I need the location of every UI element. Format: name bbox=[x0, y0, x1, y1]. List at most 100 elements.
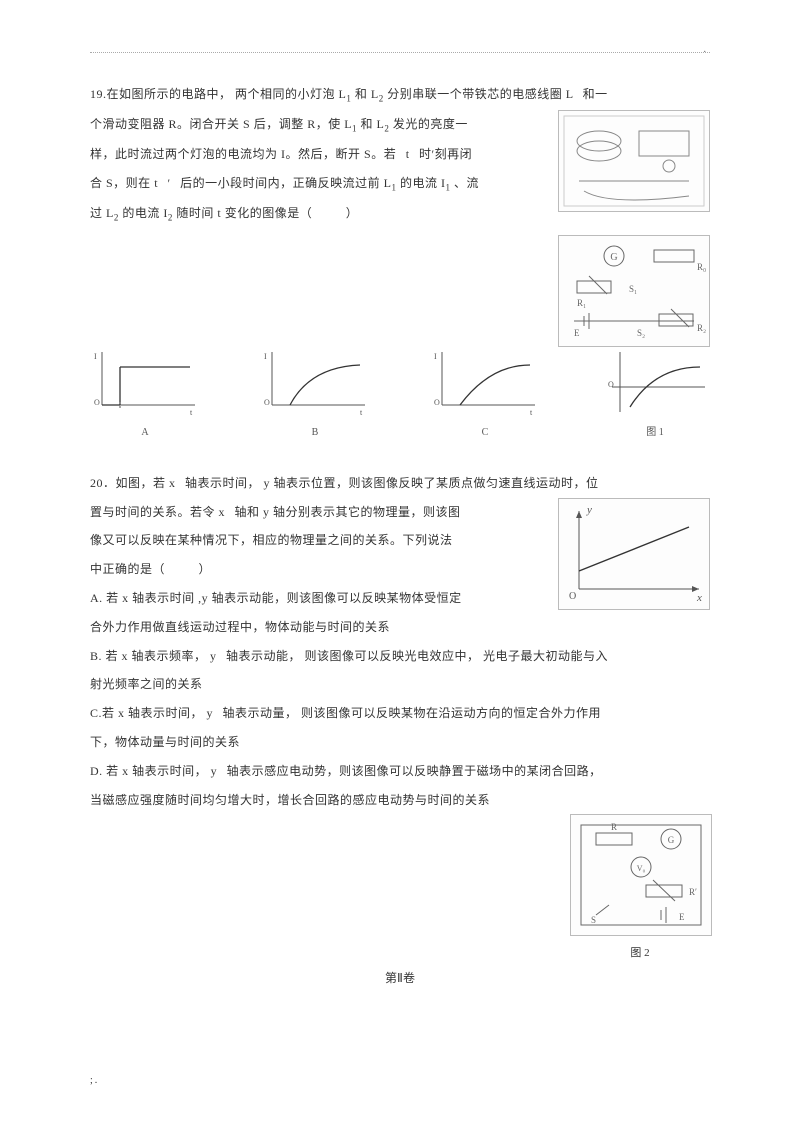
t: 和 L bbox=[355, 87, 379, 101]
t: y 轴表示动能， bbox=[210, 649, 301, 663]
svg-text:I: I bbox=[434, 352, 437, 361]
t: 光电子最大初动能与入 bbox=[483, 649, 608, 663]
t: 20．如图，若 bbox=[90, 476, 166, 490]
graph-b: I O t B bbox=[260, 347, 370, 445]
svg-text:S₁: S₁ bbox=[629, 284, 637, 294]
graph-d: O 图 1 bbox=[600, 347, 710, 445]
q20-line1: 20．如图，若 x 轴表示时间， y 轴表示位置，则该图像反映了某质点做匀速直线… bbox=[90, 469, 710, 498]
t: I。然后，断开 bbox=[281, 147, 361, 161]
sub: 2 bbox=[384, 123, 389, 133]
q20-C2: 下，物体动量与时间的关系 bbox=[90, 728, 710, 757]
t: y 轴表示感应电动势，则该图像可以反映静置于磁场中的某闭合回路， bbox=[211, 764, 602, 778]
graph-a: I O t A bbox=[90, 347, 200, 445]
fig2-circuit: R G V₀ R′ S E bbox=[570, 814, 712, 936]
t: 19.在如图所示的电路中， bbox=[90, 87, 232, 101]
t: B. 若 x 轴表示频率， bbox=[90, 649, 207, 663]
t: 则该图像可以反映某物在沿运动方向的恒定合外力作用 bbox=[301, 706, 601, 720]
svg-text:R: R bbox=[611, 822, 617, 832]
q20-B2: 射光频率之间的关系 bbox=[90, 670, 710, 699]
fig1-circuit: G R₀ R₁ S₁ E S₂ R₂ bbox=[558, 235, 710, 347]
t: 过 L bbox=[90, 206, 114, 220]
svg-text:O: O bbox=[94, 398, 100, 407]
svg-text:R₁: R₁ bbox=[577, 298, 586, 308]
q19-option-graphs: I O t A I O t bbox=[90, 347, 710, 445]
t: 样，此时流过两个灯泡的电流均为 bbox=[90, 147, 278, 161]
label-b: B bbox=[260, 421, 370, 445]
t: S。若 t 时′刻再闭 bbox=[364, 147, 472, 161]
svg-text:y: y bbox=[586, 504, 592, 516]
t: 置与时间的关系。若令 bbox=[90, 505, 215, 519]
t: 随时间 t 变化的图像是（ bbox=[176, 206, 312, 220]
svg-text:V₀: V₀ bbox=[637, 864, 646, 873]
t: 个滑动变阻器 bbox=[90, 117, 165, 131]
corner-dot: . bbox=[704, 38, 707, 62]
t: ） bbox=[346, 206, 359, 220]
t: 的电流 bbox=[400, 176, 438, 190]
sub: 1 bbox=[346, 93, 351, 103]
circuit-sketch bbox=[558, 110, 710, 212]
t: 的电流 bbox=[122, 206, 160, 220]
t: 和 L bbox=[361, 117, 385, 131]
q20-D2: 当磁感应强度随时间均匀增大时，增长合回路的感应电动势与时间的关系 bbox=[90, 786, 710, 815]
t: 中正确的是（ bbox=[90, 562, 165, 576]
t: 则该图像可以反映光电效应中， bbox=[305, 649, 480, 663]
svg-text:I: I bbox=[94, 352, 97, 361]
svg-text:t: t bbox=[190, 408, 193, 417]
t: ） bbox=[199, 562, 212, 576]
svg-text:O: O bbox=[434, 398, 440, 407]
q20-C: C.若 x 轴表示时间， y 轴表示动量， 则该图像可以反映某物在沿运动方向的恒… bbox=[90, 699, 710, 728]
t: C.若 x 轴表示时间， bbox=[90, 706, 203, 720]
svg-text:t: t bbox=[360, 408, 363, 417]
label-a: A bbox=[90, 421, 200, 445]
svg-text:E: E bbox=[574, 328, 580, 338]
t: y 轴表示位置，则该图像反映了某质点做匀速直线运动时，位 bbox=[264, 476, 599, 490]
section-2-title: 第Ⅱ卷 bbox=[90, 964, 710, 993]
footer: ;. bbox=[90, 1069, 99, 1093]
svg-text:O: O bbox=[264, 398, 270, 407]
label-c: C bbox=[430, 421, 540, 445]
t: t ′ 后的一小段时间内，正确反映流过前 bbox=[154, 176, 380, 190]
q20-D: D. 若 x 轴表示时间， y 轴表示感应电动势，则该图像可以反映静置于磁场中的… bbox=[90, 757, 710, 786]
q20-A2: 合外力作用做直线运动过程中，物体动能与时间的关系 bbox=[90, 613, 710, 642]
svg-text:E: E bbox=[679, 912, 685, 922]
svg-text:G: G bbox=[668, 835, 675, 845]
graph-c: I O t C bbox=[430, 347, 540, 445]
t: 两个相同的小灯泡 bbox=[235, 87, 335, 101]
q19-line1: 19.在如图所示的电路中， 两个相同的小灯泡 L1 和 L2 分别串联一个带铁芯… bbox=[90, 80, 710, 110]
q20-xy-figure: y x O bbox=[558, 498, 710, 610]
t: L 和一 bbox=[566, 87, 608, 101]
t: 、流 bbox=[454, 176, 479, 190]
sub: 2 bbox=[379, 93, 384, 103]
svg-text:t: t bbox=[530, 408, 533, 417]
top-rule bbox=[90, 52, 710, 53]
svg-text:S₂: S₂ bbox=[637, 328, 645, 338]
t: y 轴分别表示其它的物理量，则该图 bbox=[263, 505, 461, 519]
svg-text:O: O bbox=[608, 380, 614, 389]
svg-text:G: G bbox=[610, 252, 617, 263]
fig2-wrapper: R G V₀ R′ S E 图 2 bbox=[570, 814, 710, 964]
t: D. 若 x 轴表示时间， bbox=[90, 764, 207, 778]
t: 合 S，则在 bbox=[90, 176, 151, 190]
sub: 1 bbox=[446, 182, 451, 192]
t: S 后，调整 R，使 L bbox=[243, 117, 352, 131]
sub: 2 bbox=[168, 212, 173, 222]
svg-text:S: S bbox=[591, 915, 596, 925]
t: 发光的亮度一 bbox=[393, 117, 468, 131]
svg-text:O: O bbox=[569, 591, 576, 602]
svg-text:R′: R′ bbox=[689, 887, 697, 897]
t: 分别串联一个带铁芯的电感线圈 bbox=[387, 87, 562, 101]
t: y 轴表示动量， bbox=[207, 706, 298, 720]
t: x 轴和 bbox=[219, 505, 260, 519]
sub: 1 bbox=[352, 123, 357, 133]
sub: 2 bbox=[114, 212, 119, 222]
label-fig1: 图 1 bbox=[600, 421, 710, 445]
svg-text:x: x bbox=[696, 592, 702, 604]
q19-circuit-figure bbox=[558, 110, 710, 212]
t: R。闭合开关 bbox=[169, 117, 240, 131]
t: L bbox=[384, 176, 392, 190]
svg-text:I: I bbox=[264, 352, 267, 361]
t: x 轴表示时间， bbox=[169, 476, 260, 490]
svg-text:R₂: R₂ bbox=[697, 323, 706, 333]
q20-B: B. 若 x 轴表示频率， y 轴表示动能， 则该图像可以反映光电效应中， 光电… bbox=[90, 642, 710, 671]
svg-text:R₀: R₀ bbox=[697, 262, 706, 272]
